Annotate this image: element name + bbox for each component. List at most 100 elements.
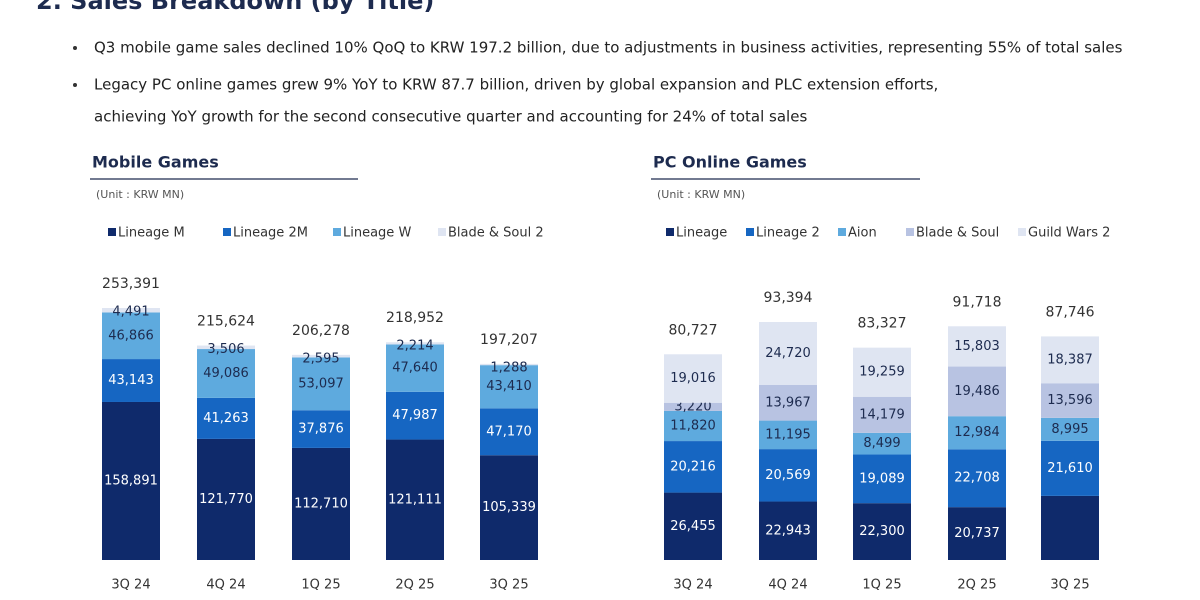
x-tick-label: 4Q 24 [768,578,807,593]
total-label: 91,718 [953,294,1002,310]
x-tick-label: 3Q 24 [673,578,712,593]
legend-label: Aion [848,226,877,241]
value-label: 43,410 [486,379,532,394]
bar-segment [948,366,1006,417]
value-label: 1,288 [490,360,527,375]
legend-label: Lineage W [343,226,411,241]
bar-segment [102,312,160,360]
value-label: 20,216 [670,459,716,474]
legend-label: Blade & Soul 2 [448,226,544,241]
value-label: 8,995 [1051,422,1088,437]
value-label: 46,866 [108,328,154,343]
bullet-dot [73,46,77,50]
bar-segment [197,438,255,560]
bar-segment [480,365,538,409]
bar-segment [1041,440,1099,496]
bar-segment [759,501,817,560]
x-tick-label: 2Q 25 [395,578,434,593]
value-label: 22,708 [954,471,1000,486]
total-label: 206,278 [292,323,350,339]
value-label: 2,595 [302,351,339,366]
total-label: 218,952 [386,310,444,326]
bar-segment [197,349,255,398]
bullet-text: achieving YoY growth for the second cons… [94,108,807,126]
bar-segment [853,454,911,504]
bar-segment [759,449,817,502]
legend-swatch [666,228,674,236]
legend-label: Blade & Soul [916,226,999,241]
total-label: 87,746 [1046,304,1095,320]
value-label: 47,987 [392,408,438,423]
total-label: 93,394 [764,290,813,306]
bullet-text: Legacy PC online games grew 9% YoY to KR… [94,76,938,94]
value-label: 47,640 [392,361,438,376]
value-label: 2,214 [396,339,433,354]
value-label: 43,143 [108,373,154,388]
x-tick-label: 3Q 25 [1050,578,1089,593]
bar-segment [292,410,350,448]
total-label: 83,327 [858,316,907,332]
value-label: 19,486 [954,384,1000,399]
bar-segment [102,359,160,402]
bar-segment [948,326,1006,367]
value-label: 37,876 [298,422,344,437]
bar-segment [292,357,350,411]
total-label: 215,624 [197,314,255,330]
section-title: Mobile Games [92,153,219,172]
value-label: 121,770 [199,492,253,507]
value-label: 49,086 [203,366,249,381]
x-tick-label: 2Q 25 [957,578,996,593]
bar-segment [664,410,722,442]
x-tick-label: 3Q 24 [111,578,150,593]
total-label: 80,727 [669,322,718,338]
total-label: 197,207 [480,332,538,348]
bar-segment [197,345,255,350]
value-label: 105,339 [482,500,536,515]
unit-label: (Unit : KRW MN) [657,188,745,201]
section-title: PC Online Games [653,153,807,172]
bar-segment [853,432,911,455]
legend-swatch [438,228,446,236]
bar-segment [1041,383,1099,418]
bar-segment [759,420,817,450]
bar-segment [292,354,350,358]
bullet-dot [73,83,77,87]
value-label: 11,195 [765,427,811,442]
total-label: 253,391 [102,276,160,292]
unit-label: (Unit : KRW MN) [96,188,184,201]
bar-segment [386,391,444,440]
value-label: 3,220 [674,399,711,414]
bar-segment [1041,336,1099,384]
value-label: 112,710 [294,496,348,511]
bar-segment [102,308,160,313]
bar-segment [386,342,444,345]
bar-segment [480,455,538,560]
legend-swatch [906,228,914,236]
value-label: 41,263 [203,411,249,426]
value-label: 13,967 [765,395,811,410]
value-label: 22,943 [765,523,811,538]
value-label: 19,259 [859,365,905,380]
value-label: 4,491 [112,305,149,320]
value-label: 24,720 [765,346,811,361]
bar-segment [948,416,1006,450]
value-label: 21,610 [1047,461,1093,476]
value-label: 11,820 [670,419,716,434]
bar-segment [480,363,538,366]
bar-segment [664,402,722,411]
value-label: 19,089 [859,471,905,486]
legend-swatch [838,228,846,236]
value-label: 47,170 [486,424,532,439]
value-label: 3,506 [207,342,244,357]
legend-label: Lineage [676,226,727,241]
legend-swatch [223,228,231,236]
legend-label: Lineage 2 [756,226,820,241]
x-tick-label: 1Q 25 [862,578,901,593]
value-label: 18,387 [1047,352,1093,367]
value-label: 26,455 [670,519,716,534]
legend-label: Lineage M [118,226,185,241]
value-label: 53,097 [298,376,344,391]
bar-segment [386,344,444,392]
bar-segment [480,408,538,456]
